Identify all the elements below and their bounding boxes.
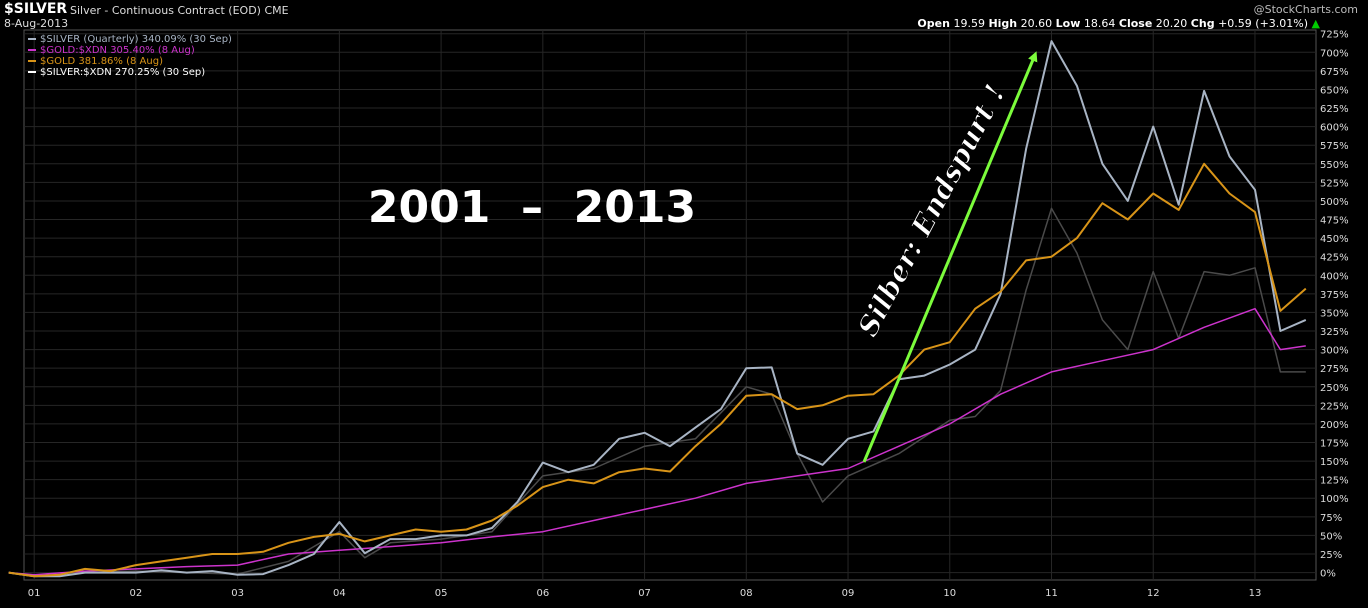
x-tick-label: 03 <box>231 588 244 599</box>
y-tick-label: 475% <box>1320 216 1349 227</box>
high-value: 20.60 <box>1020 17 1053 30</box>
y-tick-label: 575% <box>1320 141 1349 152</box>
y-tick-label: 250% <box>1320 383 1349 394</box>
series-line-1 <box>8 307 1306 576</box>
exchange-text: CME <box>264 4 289 17</box>
y-tick-label: 275% <box>1320 364 1349 375</box>
chg-value: +0.59 (+3.01%) <box>1218 17 1309 30</box>
y-tick-label: 450% <box>1320 234 1349 245</box>
y-tick-label: 600% <box>1320 123 1349 134</box>
x-tick-label: 05 <box>435 588 448 599</box>
chg-label: Chg <box>1190 17 1215 30</box>
chart-date: 8-Aug-2013 <box>4 17 69 30</box>
y-tick-label: 50% <box>1320 531 1342 542</box>
x-tick-label: 13 <box>1249 588 1262 599</box>
legend-entry: $GOLD:$XDN 305.40% (8 Aug) <box>40 45 195 56</box>
y-tick-label: 625% <box>1320 104 1349 115</box>
y-tick-label: 175% <box>1320 439 1349 450</box>
x-axis: 01 02 03 04 05 06 07 08 09 10 11 12 13 <box>28 588 1262 599</box>
y-tick-label: 700% <box>1320 48 1349 59</box>
x-tick-label: 07 <box>638 588 651 599</box>
x-tick-label: 02 <box>130 588 143 599</box>
y-tick-label: 375% <box>1320 290 1349 301</box>
y-tick-label: 675% <box>1320 67 1349 78</box>
up-triangle-icon: ▲ <box>1311 17 1320 30</box>
y-tick-label: 400% <box>1320 271 1349 282</box>
y-tick-label: 350% <box>1320 308 1349 319</box>
ohlc-readout: Open 19.59 High 20.60 Low 18.64 Close 20… <box>917 17 1320 30</box>
series-line-0 <box>8 40 1307 578</box>
low-value: 18.64 <box>1083 17 1116 30</box>
low-label: Low <box>1055 17 1081 30</box>
y-tick-label: 500% <box>1320 197 1349 208</box>
series-line-2 <box>8 162 1307 578</box>
chart-header: $SILVER Silver - Continuous Contract (EO… <box>0 0 1368 30</box>
y-tick-label: 525% <box>1320 178 1349 189</box>
close-value: 20.20 <box>1155 17 1188 30</box>
green-arrow <box>862 51 1038 463</box>
symbol-label: $SILVER <box>4 1 68 17</box>
x-tick-label: 11 <box>1045 588 1058 599</box>
y-tick-label: 25% <box>1320 550 1342 561</box>
legend-entry: $GOLD 381.86% (8 Aug) <box>40 56 163 67</box>
y-tick-label: 300% <box>1320 346 1349 357</box>
y-tick-label: 725% <box>1320 30 1349 41</box>
x-tick-label: 06 <box>536 588 549 599</box>
legend: $SILVER (Quarterly) 340.09% (30 Sep)$GOL… <box>28 34 232 78</box>
grid-lines <box>24 30 1316 580</box>
y-axis: 0% 25% 50% 75% 100% 125% 150% 175% 200% 225% 250% 2… <box>1320 30 1349 580</box>
symbol-description: Silver - Continuous Contract (EOD) CME <box>70 4 289 17</box>
close-label: Close <box>1118 17 1153 30</box>
series-lines <box>8 40 1307 578</box>
y-tick-label: 150% <box>1320 457 1349 468</box>
legend-entry: $SILVER:$XDN 270.25% (30 Sep) <box>40 67 205 78</box>
x-tick-label: 08 <box>740 588 753 599</box>
open-value: 19.59 <box>953 17 985 30</box>
x-tick-label: 01 <box>28 588 41 599</box>
y-tick-label: 325% <box>1320 327 1349 338</box>
plot-area <box>23 29 1317 581</box>
y-tick-label: 75% <box>1320 513 1342 524</box>
y-tick-label: 650% <box>1320 85 1349 96</box>
x-tick-label: 12 <box>1147 588 1160 599</box>
high-label: High <box>988 17 1018 30</box>
x-tick-label: 04 <box>333 588 346 599</box>
description-text: Silver - Continuous Contract (EOD) <box>70 4 261 17</box>
x-tick-label: 10 <box>943 588 956 599</box>
y-tick-label: 225% <box>1320 401 1349 412</box>
y-tick-label: 0% <box>1320 569 1336 580</box>
y-tick-label: 100% <box>1320 494 1349 505</box>
y-tick-label: 125% <box>1320 476 1349 487</box>
period-title: 2001 – 2013 <box>368 182 696 233</box>
open-label: Open <box>917 17 950 30</box>
brand-label: @StockCharts.com <box>1253 3 1358 16</box>
legend-entry: $SILVER (Quarterly) 340.09% (30 Sep) <box>40 34 232 45</box>
y-tick-label: 550% <box>1320 160 1349 171</box>
y-tick-label: 425% <box>1320 253 1349 264</box>
y-tick-label: 200% <box>1320 420 1349 431</box>
x-tick-label: 09 <box>842 588 855 599</box>
